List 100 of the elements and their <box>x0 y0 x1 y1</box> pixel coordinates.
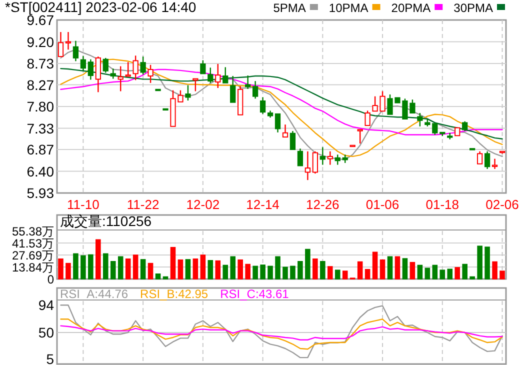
bar <box>88 254 94 280</box>
bar <box>125 258 131 280</box>
bar <box>73 253 78 280</box>
bar <box>372 252 378 280</box>
y-tick-label: 5.93 <box>26 185 54 202</box>
y-tick-label: 27.69万 <box>12 248 54 262</box>
y-tick-label: 6.40 <box>26 163 54 180</box>
bar <box>462 264 468 280</box>
y-tick-label: 8.73 <box>26 56 54 72</box>
bar <box>492 261 498 280</box>
bar <box>215 260 221 280</box>
legend-label: 10PMA <box>328 1 368 15</box>
bar <box>80 255 86 280</box>
y-tick-label: 94 <box>38 296 54 313</box>
candlestick <box>260 96 266 114</box>
bar <box>275 256 280 280</box>
bar <box>162 276 168 280</box>
bar <box>102 253 108 280</box>
bar <box>320 261 326 280</box>
x-tick-label: 12-14 <box>246 197 280 212</box>
legend-label: 30PMA <box>454 1 493 15</box>
bar <box>222 264 228 280</box>
bar <box>424 268 430 280</box>
bar <box>298 261 303 280</box>
bar <box>238 259 243 280</box>
bar <box>342 270 348 280</box>
bar <box>148 262 154 280</box>
legend-label: 5PMA <box>273 1 306 15</box>
bar <box>208 260 214 280</box>
y-tick-label: 0 <box>47 272 54 286</box>
candlestick <box>80 55 86 72</box>
bar <box>394 256 400 280</box>
candlestick <box>304 150 311 181</box>
candlestick <box>245 74 251 90</box>
x-tick-label: 11-22 <box>126 197 160 212</box>
bar <box>290 266 296 280</box>
bar <box>192 258 198 280</box>
legend-label: 20PMA <box>391 1 431 15</box>
bar <box>500 270 505 280</box>
bar <box>417 264 423 280</box>
y-tick-label: 50 <box>38 324 54 341</box>
bar <box>200 254 206 280</box>
x-tick-label: 01-06 <box>366 197 400 212</box>
series-label: RSI_A:44.76 <box>60 287 128 301</box>
bar <box>477 246 482 280</box>
bar <box>170 246 176 280</box>
bar <box>260 264 266 280</box>
bar <box>140 259 146 280</box>
candlestick <box>72 40 79 62</box>
line-series <box>60 318 503 350</box>
text: RSI_C:43.61 <box>220 287 290 301</box>
bar <box>58 258 64 280</box>
bar <box>230 256 236 280</box>
candlestick <box>320 146 326 166</box>
y-tick-label: 13.84万 <box>12 260 54 274</box>
y-tick-label: 6.87 <box>26 142 54 158</box>
chart-title: 成交量:110256 <box>60 213 152 229</box>
bar <box>334 270 340 280</box>
bar <box>252 266 258 280</box>
bar <box>454 267 460 280</box>
bar <box>110 261 116 280</box>
bar <box>357 261 363 280</box>
x-tick-label: 12-26 <box>306 197 340 212</box>
bar <box>96 239 101 280</box>
candlestick <box>65 31 72 50</box>
bar <box>312 258 318 280</box>
x-tick-label: 11-10 <box>67 197 100 212</box>
y-tick-label: 5 <box>46 351 54 365</box>
line-series <box>60 325 503 340</box>
y-tick-label: 7.33 <box>26 120 54 136</box>
bar <box>282 266 288 280</box>
bar <box>327 266 333 280</box>
bar <box>185 259 191 280</box>
x-tick-label: 12-02 <box>186 197 220 212</box>
bar <box>268 266 273 280</box>
bar <box>155 273 161 280</box>
bar <box>66 262 71 280</box>
bar <box>470 276 475 280</box>
text: RSI_B:42.95 <box>140 287 208 301</box>
y-tick-label: 8.27 <box>26 76 54 93</box>
line-series <box>60 304 503 358</box>
y-tick-label: 55.38万 <box>12 224 54 238</box>
candlestick <box>88 58 94 80</box>
bar <box>410 262 416 280</box>
x-tick-label: 02-06 <box>486 197 519 212</box>
bar <box>447 268 453 280</box>
bar <box>178 259 184 280</box>
bar <box>387 256 393 280</box>
bar <box>245 264 250 280</box>
bar <box>364 268 370 280</box>
y-tick-label: 9.20 <box>26 34 54 50</box>
bar <box>305 248 310 280</box>
y-tick-label: 7.80 <box>26 98 54 115</box>
bar <box>484 246 490 280</box>
bar <box>132 254 138 280</box>
candlestick <box>118 66 124 92</box>
bar <box>118 256 124 280</box>
bar <box>380 259 386 280</box>
bar <box>440 270 446 280</box>
y-tick-label: 41.53万 <box>12 236 54 250</box>
